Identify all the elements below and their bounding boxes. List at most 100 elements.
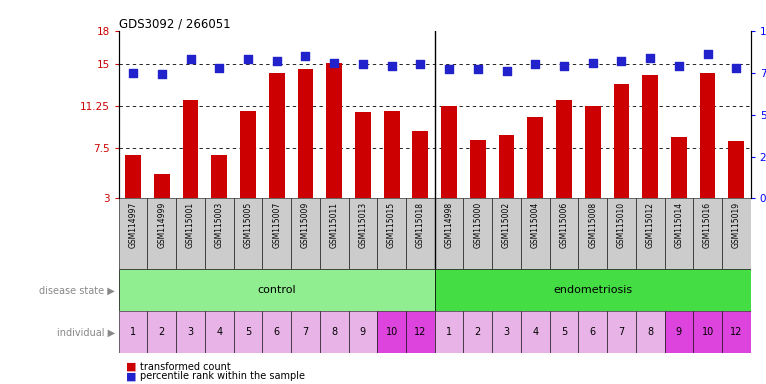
Point [587, 60, 599, 66]
Bar [607, 311, 636, 353]
Bar [584, 106, 601, 199]
Text: GSM114997: GSM114997 [129, 202, 138, 248]
Text: endometriosis: endometriosis [553, 285, 632, 295]
Text: 7: 7 [618, 327, 624, 337]
Point [155, 71, 168, 78]
Bar [614, 84, 630, 199]
Text: GSM115008: GSM115008 [588, 202, 597, 248]
Bar [148, 199, 176, 270]
Bar [176, 199, 205, 270]
Text: GSM115012: GSM115012 [646, 202, 655, 248]
Point [414, 61, 427, 67]
Text: 3: 3 [188, 327, 194, 337]
Point [443, 66, 455, 72]
Point [385, 63, 398, 69]
Bar [470, 140, 486, 199]
Text: GSM115006: GSM115006 [559, 202, 568, 248]
Text: ■: ■ [126, 362, 137, 372]
Bar [377, 199, 406, 270]
Bar [434, 199, 463, 270]
Text: 12: 12 [414, 327, 427, 337]
Point [242, 56, 254, 62]
Text: GSM115007: GSM115007 [272, 202, 281, 248]
Text: 6: 6 [590, 327, 596, 337]
Bar [234, 311, 262, 353]
Text: percentile rank within the sample: percentile rank within the sample [140, 371, 305, 381]
Text: 8: 8 [331, 327, 337, 337]
Bar [671, 137, 687, 199]
Text: 1: 1 [446, 327, 452, 337]
Bar [550, 199, 578, 270]
Bar [664, 199, 693, 270]
Point [730, 65, 742, 71]
Bar [234, 199, 262, 270]
Text: ■: ■ [126, 371, 137, 381]
Text: GSM115014: GSM115014 [674, 202, 683, 248]
Text: 4: 4 [532, 327, 538, 337]
Bar [550, 311, 578, 353]
Point [673, 63, 685, 69]
Bar [607, 199, 636, 270]
Bar [182, 100, 198, 199]
Bar [297, 69, 313, 199]
Bar [205, 311, 234, 353]
Bar [492, 311, 521, 353]
Bar [636, 199, 665, 270]
Bar [119, 199, 148, 270]
Bar [693, 199, 722, 270]
Text: GSM115011: GSM115011 [329, 202, 339, 248]
Text: GSM114998: GSM114998 [444, 202, 453, 248]
Bar [355, 113, 371, 199]
Bar [406, 199, 435, 270]
Bar [578, 311, 607, 353]
Text: 2: 2 [475, 327, 481, 337]
Bar [412, 131, 428, 199]
Bar [492, 199, 521, 270]
Bar [434, 311, 463, 353]
Bar [722, 311, 751, 353]
Text: 10: 10 [385, 327, 398, 337]
Bar [262, 199, 291, 270]
Text: 2: 2 [159, 327, 165, 337]
Text: 9: 9 [676, 327, 682, 337]
Bar [319, 199, 349, 270]
Text: GSM115015: GSM115015 [387, 202, 396, 248]
Point [500, 68, 512, 74]
Point [127, 70, 139, 76]
Point [644, 55, 656, 61]
Text: 6: 6 [273, 327, 280, 337]
Bar [262, 311, 291, 353]
Text: GSM115003: GSM115003 [214, 202, 224, 248]
Text: GSM115016: GSM115016 [703, 202, 712, 248]
Bar [636, 311, 665, 353]
Text: transformed count: transformed count [140, 362, 231, 372]
Text: GSM115009: GSM115009 [301, 202, 310, 248]
Text: 3: 3 [503, 327, 509, 337]
Text: GSM115018: GSM115018 [416, 202, 425, 248]
Bar [148, 311, 176, 353]
Bar [664, 311, 693, 353]
Bar [319, 311, 349, 353]
Text: GSM115001: GSM115001 [186, 202, 195, 248]
Bar [326, 63, 342, 199]
Bar [499, 135, 515, 199]
Bar [291, 199, 320, 270]
Text: GSM115005: GSM115005 [244, 202, 253, 248]
Bar [693, 311, 722, 353]
Bar [125, 155, 141, 199]
Bar [406, 311, 435, 353]
Text: 10: 10 [702, 327, 714, 337]
Bar [521, 199, 550, 270]
Text: disease state ▶: disease state ▶ [39, 285, 115, 295]
Bar [527, 117, 543, 199]
Text: GSM115004: GSM115004 [531, 202, 540, 248]
Bar [463, 311, 492, 353]
Point [529, 61, 542, 67]
Bar [119, 270, 435, 311]
Bar [211, 155, 228, 199]
Text: GSM115010: GSM115010 [617, 202, 626, 248]
Text: GSM115002: GSM115002 [502, 202, 511, 248]
Bar [722, 199, 751, 270]
Text: 12: 12 [730, 327, 742, 337]
Point [328, 60, 340, 66]
